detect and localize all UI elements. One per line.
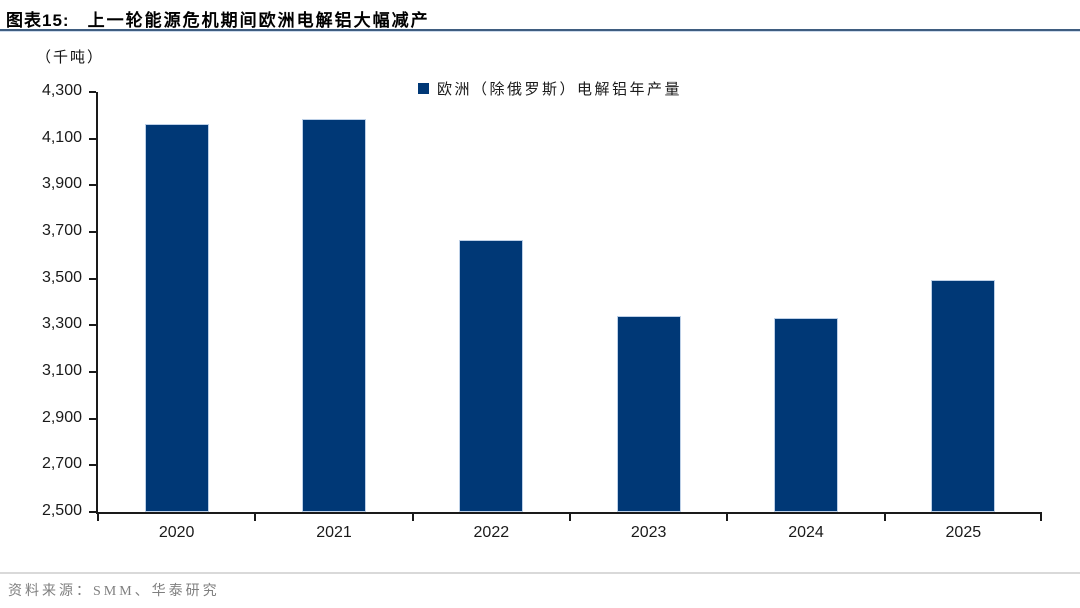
bar-2022: [459, 240, 524, 512]
y-axis-tick: [89, 184, 96, 187]
y-axis-label: 3,100: [41, 362, 82, 379]
y-axis-label: 3,900: [41, 175, 82, 193]
bar-2021: [302, 118, 366, 512]
x-axis-label: 2024: [788, 524, 824, 541]
source-divider: [0, 572, 1080, 574]
x-axis-tick: [569, 512, 571, 521]
y-axis-label: 2,700: [41, 455, 82, 473]
figure-title: 图表15: 上一轮能源危机期间欧洲电解铝大幅减产: [6, 6, 430, 31]
figure-caption: 上一轮能源危机期间欧洲电解铝大幅减产: [87, 11, 430, 30]
y-axis-label: 2,500: [41, 502, 82, 519]
x-axis-label: 2021: [316, 524, 352, 541]
axis-unit-label: （千吨）: [36, 50, 105, 66]
y-axis-tick: [89, 91, 96, 93]
legend-label: 欧洲（除俄罗斯）电解铝年产量: [437, 81, 683, 98]
bar-2023: [616, 316, 681, 512]
legend-swatch: [418, 82, 429, 94]
y-axis-tick: [89, 417, 96, 420]
x-axis-label: 2022: [473, 524, 510, 541]
y-axis-tick: [89, 511, 96, 513]
x-axis-tick: [883, 512, 886, 521]
bar-2020: [144, 123, 209, 512]
y-axis-tick: [89, 277, 96, 280]
y-axis-tick: [89, 371, 96, 373]
x-axis-tick: [254, 512, 257, 521]
y-axis-label: 3,500: [41, 268, 82, 286]
y-axis-label: 4,300: [41, 82, 82, 99]
source-note: 资料来源：SMM、华泰研究: [8, 580, 220, 600]
source-text: 资料来源：SMM、华泰研究: [8, 584, 220, 599]
plot-area: 2,500 2,700 2,900 3,100 3,300 3,500 3,700 3,900…: [42, 82, 1042, 541]
x-axis-label: 2023: [630, 524, 667, 541]
x-axis-tick: [1040, 512, 1042, 521]
y-axis-label: 3,300: [41, 315, 82, 333]
x-axis-tick: [411, 512, 414, 521]
chart-legend: 欧洲（除俄罗斯）电解铝年产量: [418, 79, 683, 98]
y-axis-label: 3,700: [41, 222, 82, 239]
x-axis-label: 2020: [158, 524, 195, 541]
y-axis-tick: [89, 324, 96, 327]
x-axis-label: 2025: [945, 524, 982, 541]
bar-2024: [774, 318, 838, 512]
figure-label: 图表15:: [6, 11, 70, 30]
y-axis-tick: [89, 464, 96, 467]
bar-2025: [931, 279, 996, 512]
x-axis-tick: [97, 512, 99, 521]
x-axis-tick: [726, 512, 729, 521]
title-divider: [0, 29, 1080, 32]
y-axis-tick: [89, 231, 96, 233]
y-axis-tick: [89, 137, 96, 140]
y-axis-label: 2,900: [41, 408, 82, 426]
y-axis-label: 4,100: [41, 128, 82, 146]
